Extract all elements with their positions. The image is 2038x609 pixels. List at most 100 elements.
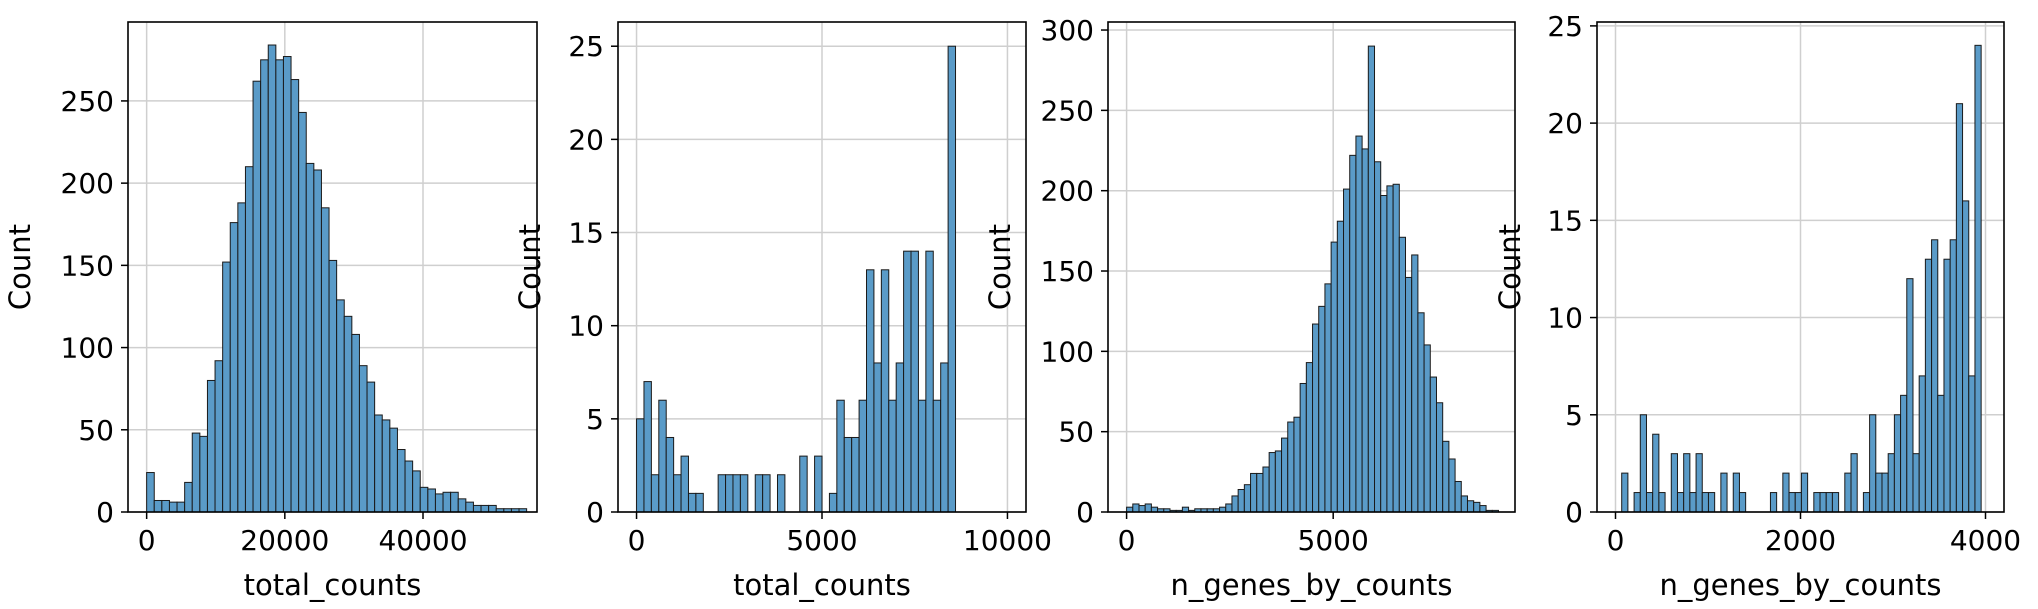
histogram-bar: [754, 474, 764, 513]
histogram-bar: [1825, 492, 1833, 513]
histogram-bar: [1769, 492, 1778, 513]
x-tick-label: 4000: [1950, 524, 2021, 557]
y-tick-label: 25: [568, 30, 604, 63]
histogram-bar: [381, 419, 391, 513]
histogram-bar: [206, 379, 216, 513]
y-tick-label: 250: [1041, 94, 1094, 127]
histogram-bar: [658, 399, 667, 513]
histogram-bar: [214, 360, 224, 513]
histogram-bar: [673, 474, 682, 513]
histogram-bar: [717, 474, 727, 513]
x-tick-label: 5000: [786, 524, 857, 557]
y-tick-label: 0: [96, 496, 114, 529]
histogram-bar: [636, 418, 645, 513]
histogram-bar: [146, 472, 155, 513]
y-tick-label: 0: [586, 496, 604, 529]
histogram-bar: [1132, 503, 1140, 513]
histogram-bar: [643, 381, 652, 513]
x-tick-label: 0: [1118, 524, 1136, 557]
histogram-bar: [267, 44, 277, 513]
y-tick-label: 200: [1041, 175, 1094, 208]
histogram-bar: [1237, 489, 1245, 513]
y-axis-label: Count: [513, 224, 547, 310]
histogram-bar: [1850, 453, 1858, 513]
histogram-bar: [1701, 492, 1709, 513]
histogram-bar: [1862, 492, 1871, 513]
histogram-bar: [1349, 154, 1357, 513]
histogram-bar: [1361, 148, 1369, 513]
histogram-bar: [687, 492, 697, 513]
histogram-bar: [222, 261, 231, 513]
histogram-bar: [680, 455, 689, 513]
histogram-bar: [851, 436, 860, 513]
histogram-bar: [1695, 453, 1703, 513]
x-tick-label: 0: [628, 524, 646, 557]
histogram-bar: [1287, 421, 1295, 513]
y-tick-label: 20: [568, 123, 604, 156]
y-tick-label: 5: [586, 403, 604, 436]
histogram-bar: [1906, 278, 1914, 513]
histogram-bar: [814, 455, 823, 513]
histogram-bar: [184, 481, 193, 513]
y-axis-label: Count: [3, 224, 37, 310]
histogram-bar: [465, 501, 474, 513]
histogram-bar: [237, 202, 246, 513]
histogram-bar: [1844, 472, 1852, 513]
y-tick-label: 15: [568, 217, 604, 250]
histogram-bar: [925, 250, 934, 513]
histogram-bar: [1893, 414, 1902, 513]
histogram-bar: [1707, 492, 1716, 513]
histogram-bar: [1299, 382, 1307, 513]
histogram-bar: [199, 435, 208, 513]
histogram-bar: [442, 491, 452, 513]
histogram-bar: [732, 474, 741, 513]
histogram-bar: [1689, 492, 1697, 513]
histogram-bar: [168, 501, 178, 513]
histogram-bar: [1955, 103, 1964, 513]
histogram-bar: [1386, 185, 1394, 513]
histogram-bar: [762, 474, 771, 513]
histogram-bar: [1800, 472, 1809, 513]
histogram-bar: [1720, 472, 1728, 513]
y-tick-label: 200: [61, 167, 114, 200]
histogram-bar: [351, 333, 360, 513]
histogram-bar: [1639, 414, 1647, 513]
histogram-bar: [1962, 200, 1970, 513]
histogram-bar: [1454, 480, 1462, 513]
histogram-bar: [739, 474, 749, 513]
y-tick-label: 15: [1547, 204, 1583, 237]
histogram-bar: [320, 207, 330, 513]
histogram-bar: [450, 491, 459, 513]
histogram-bar: [1738, 492, 1747, 513]
histogram-bar: [1670, 453, 1678, 513]
histogram-bar: [1887, 453, 1895, 513]
y-tick-label: 100: [1041, 335, 1094, 368]
y-tick-label: 100: [61, 332, 114, 365]
x-tick-label: 5000: [1298, 524, 1369, 557]
histogram-bar: [1683, 453, 1691, 513]
histogram-bar: [1380, 195, 1388, 513]
y-tick-label: 25: [1547, 10, 1583, 43]
histogram-bar: [191, 432, 201, 513]
histogram-bar: [457, 498, 467, 513]
histogram-bar: [343, 315, 353, 513]
histogram-bar: [1900, 394, 1908, 513]
histogram-bar: [1138, 505, 1146, 513]
y-tick-label: 10: [1547, 302, 1583, 335]
histogram-bar: [1405, 276, 1413, 513]
histogram-bar: [1324, 283, 1332, 513]
histogram-bar: [1336, 220, 1345, 513]
y-tick-label: 0: [1565, 496, 1583, 529]
histogram-bar: [828, 492, 838, 513]
histogram-bar: [1256, 472, 1264, 513]
histogram-bar: [1968, 375, 1976, 513]
histogram-bar: [1448, 458, 1456, 513]
y-tick-label: 20: [1547, 107, 1583, 140]
histogram-bar: [153, 499, 163, 513]
histogram-bar: [695, 492, 704, 513]
histogram-bar: [1268, 452, 1276, 513]
histogram-bar: [412, 470, 421, 513]
y-axis-label: Count: [983, 224, 1017, 310]
histogram-bar: [1782, 472, 1790, 513]
histogram-bar: [161, 499, 170, 513]
